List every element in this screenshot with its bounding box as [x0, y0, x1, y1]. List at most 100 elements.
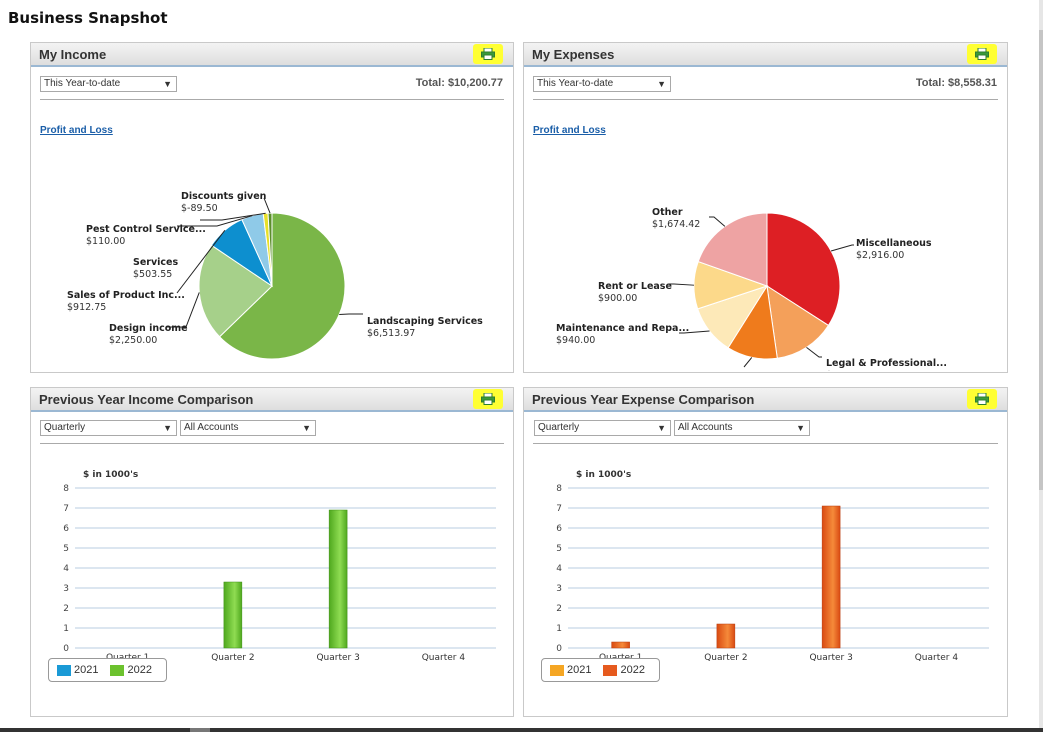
expenses-period-value: This Year-to-date	[537, 78, 614, 89]
bar-2022[interactable]	[716, 623, 736, 649]
legend-swatch	[110, 664, 125, 676]
income-comparison-divider	[40, 443, 504, 444]
income-comparison-header: Previous Year Income Comparison	[31, 388, 513, 412]
expense-comparison-print-button[interactable]	[967, 389, 997, 409]
pie-label-value: $-89.50	[181, 203, 218, 214]
pie-leader-line	[166, 292, 200, 328]
pie-leader-line	[806, 347, 822, 358]
y-tick-label: 4	[556, 564, 562, 574]
expenses-panel-header: My Expenses	[524, 43, 1007, 67]
pie-label-name: Discounts given	[181, 191, 267, 202]
y-tick-label: 3	[556, 584, 562, 594]
chevron-down-icon: ▼	[163, 423, 172, 433]
vertical-scrollbar-thumb[interactable]	[1039, 30, 1043, 490]
pie-label-value: $2,916.00	[856, 250, 904, 261]
y-tick-label: 5	[63, 544, 69, 554]
income-comparison-print-button[interactable]	[473, 389, 503, 409]
pie-leader-line	[177, 215, 253, 227]
horizontal-scrollbar-thumb[interactable]	[190, 728, 210, 732]
chevron-down-icon: ▼	[302, 423, 311, 433]
expenses-panel-title: My Expenses	[532, 47, 615, 62]
expense-comparison-period-select[interactable]: Quarterly ▼	[534, 420, 671, 436]
income-divider	[40, 99, 504, 100]
pie-label-name: Miscellaneous	[856, 238, 932, 249]
y-tick-label: 5	[556, 544, 562, 554]
income-comparison-period-select[interactable]: Quarterly ▼	[40, 420, 177, 436]
y-tick-label: 2	[63, 604, 69, 614]
pie-label-value: $912.75	[67, 302, 106, 313]
y-tick-label: 3	[63, 584, 69, 594]
pie-label-value: $110.00	[86, 236, 125, 247]
pie-slice[interactable]	[218, 212, 346, 360]
pie-label-name: Landscaping Services	[367, 316, 483, 327]
legend-label: 2022	[127, 664, 152, 676]
pie-leader-line	[743, 357, 753, 368]
expenses-pie-chart: Miscellaneous$2,916.00 Legal & Profession…	[556, 207, 947, 371]
expenses-period-select[interactable]: This Year-to-date ▼	[533, 76, 671, 92]
expenses-profit-loss-link[interactable]: Profit and Loss	[533, 125, 606, 136]
legend-label: 2021	[567, 664, 592, 676]
y-tick-label: 6	[63, 524, 69, 534]
expense-comparison-legend: 2021 2022	[541, 658, 660, 682]
horizontal-scrollbar[interactable]	[0, 728, 1043, 732]
y-tick-label: 7	[63, 504, 69, 514]
y-tick-label: 0	[556, 644, 562, 654]
printer-icon	[481, 393, 495, 405]
page-title: Business Snapshot	[8, 9, 168, 27]
x-tick-label: Quarter 4	[915, 653, 959, 663]
chevron-down-icon: ▼	[657, 79, 666, 89]
legend-label: 2022	[620, 664, 645, 676]
income-period-select[interactable]: This Year-to-date ▼	[40, 76, 177, 92]
expense-comparison-accounts-select[interactable]: All Accounts ▼	[674, 420, 810, 436]
legend-item-2021[interactable]: 2021	[57, 664, 98, 676]
pie-label-value: $1,674.42	[652, 219, 700, 230]
y-axis-title: $ in 1000's	[83, 470, 138, 480]
expense-comparison-header: Previous Year Expense Comparison	[524, 388, 1007, 412]
pie-slice[interactable]	[697, 212, 768, 287]
bar-2022[interactable]	[821, 505, 841, 649]
pie-label-name: Pest Control Service...	[86, 224, 206, 235]
income-comparison-accounts-select[interactable]: All Accounts ▼	[180, 420, 316, 436]
pie-leader-line	[200, 212, 266, 221]
pie-label-value: $503.55	[133, 269, 172, 280]
income-comparison-legend: 2021 2022	[48, 658, 167, 682]
bar-2022[interactable]	[223, 581, 243, 649]
legend-item-2022[interactable]: 2022	[110, 664, 152, 676]
pie-leader-line	[263, 197, 271, 214]
pie-slice[interactable]	[766, 284, 830, 359]
legend-item-2022[interactable]: 2022	[603, 664, 645, 676]
pie-label-value: $2,250.00	[109, 335, 157, 346]
income-comparison-panel: Previous Year Income Comparison Quarterl…	[30, 387, 514, 717]
bar-2022[interactable]	[328, 509, 348, 649]
printer-icon	[975, 48, 989, 60]
expenses-print-button[interactable]	[967, 44, 997, 64]
income-pie-chart: Landscaping Services$6,513.97 Design inco…	[67, 191, 483, 360]
pie-leader-line	[709, 216, 726, 227]
income-print-button[interactable]	[473, 44, 503, 64]
income-panel-header: My Income	[31, 43, 513, 67]
income-comparison-accounts-value: All Accounts	[184, 422, 239, 433]
x-tick-label: Quarter 3	[809, 653, 852, 663]
income-comparison-title: Previous Year Income Comparison	[39, 392, 254, 407]
legend-label: 2021	[74, 664, 99, 676]
expense-comparison-period-value: Quarterly	[538, 422, 580, 433]
pie-label-name: Sales of Product Inc...	[67, 290, 185, 301]
y-tick-label: 1	[63, 624, 69, 634]
chevron-down-icon: ▼	[163, 79, 172, 89]
income-profit-loss-link[interactable]: Profit and Loss	[40, 125, 113, 136]
legend-item-2021[interactable]: 2021	[550, 664, 591, 676]
bar-2022[interactable]	[611, 641, 630, 649]
pie-label-name: Rent or Lease	[598, 281, 672, 292]
pie-label-value: $6,513.97	[367, 328, 415, 339]
pie-leader-line	[176, 229, 226, 294]
expense-comparison-divider	[533, 443, 998, 444]
pie-leader-line	[830, 244, 854, 252]
pie-label-name: Design income	[109, 323, 188, 334]
income-panel: My Income This Year-to-date ▼ Total: $10…	[30, 42, 514, 373]
income-comparison-period-value: Quarterly	[44, 422, 86, 433]
pie-label-name: Legal & Professional...	[826, 358, 947, 369]
y-tick-label: 2	[556, 604, 562, 614]
x-tick-label: Quarter 3	[316, 653, 359, 663]
printer-icon	[975, 393, 989, 405]
income-total: Total: $10,200.77	[415, 77, 503, 89]
